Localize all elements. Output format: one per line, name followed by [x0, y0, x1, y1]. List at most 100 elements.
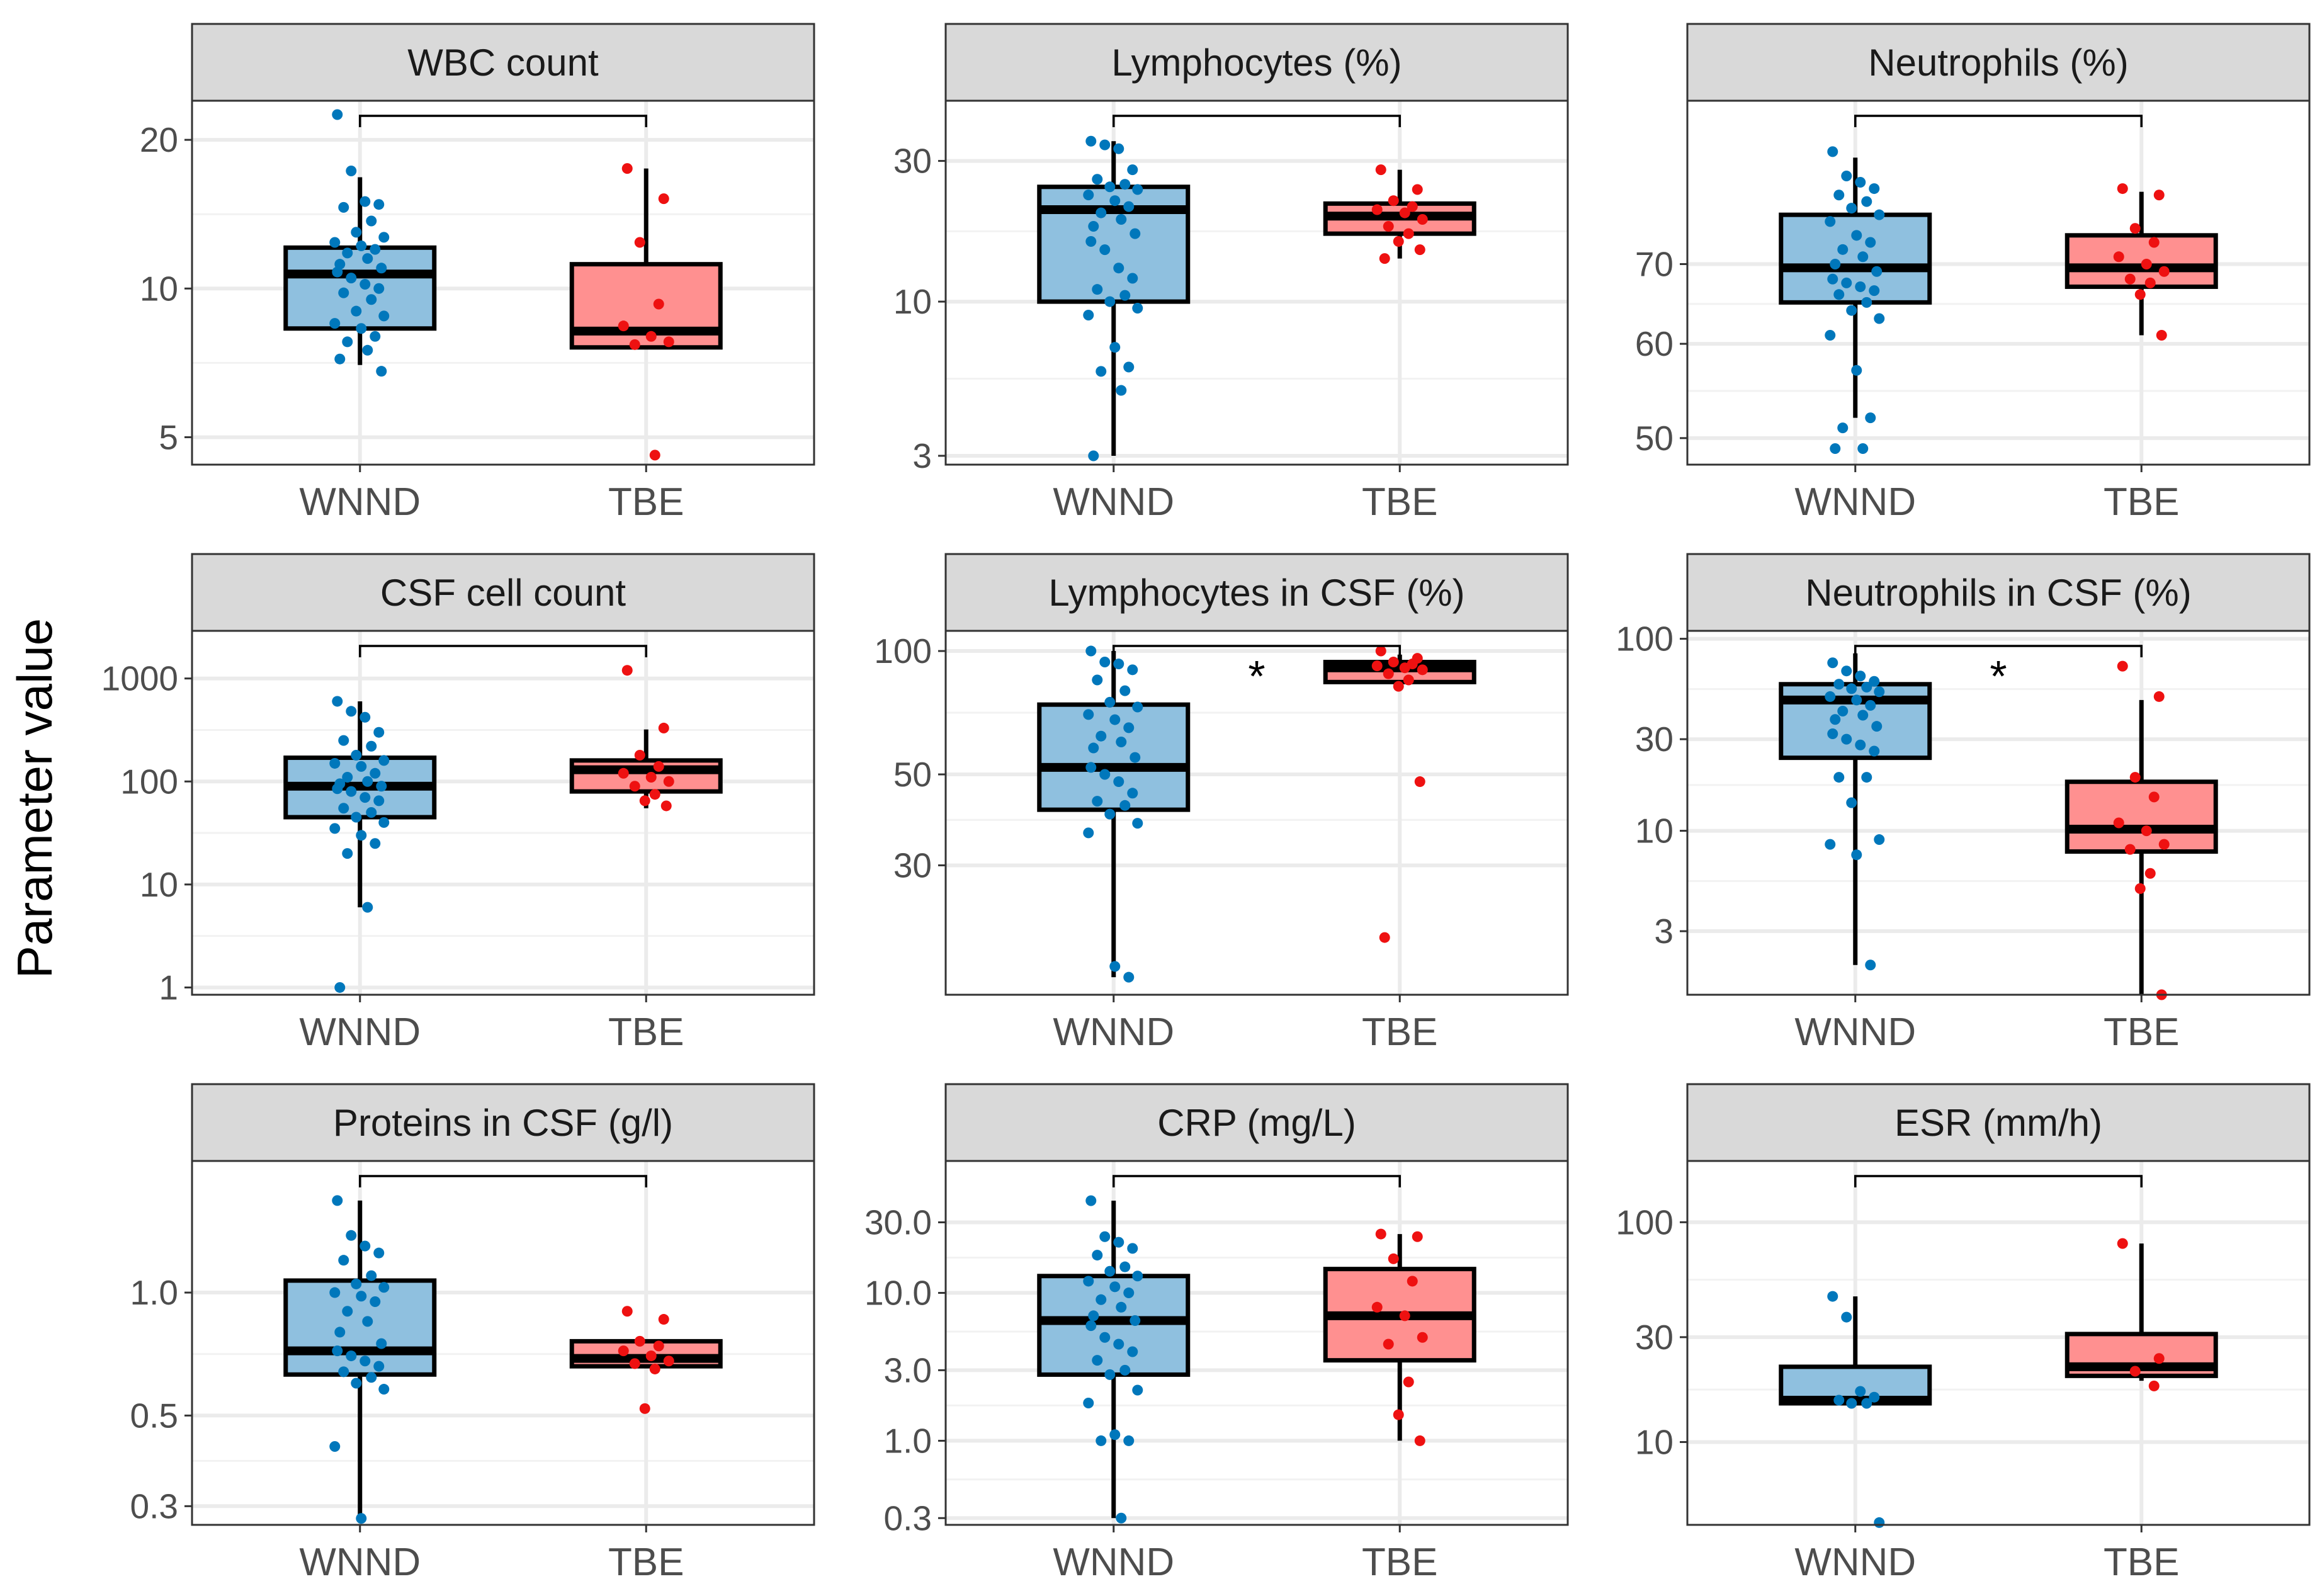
data-point [332, 1345, 343, 1357]
data-point [658, 193, 669, 205]
data-point [1851, 365, 1862, 376]
facet-strip [1686, 553, 2311, 632]
data-point [1116, 736, 1127, 747]
data-point [2144, 277, 2156, 288]
data-point [378, 232, 390, 243]
panel-border [191, 99, 815, 466]
data-point [378, 1282, 390, 1293]
facet-panel: CRP (mg/L) 0.3 1.0 3.0 10.0 30.0 WNND TBE [864, 1083, 1569, 1584]
y-tick-label: 0.3 [884, 1498, 932, 1537]
data-point [1123, 201, 1135, 212]
data-point [1099, 1332, 1111, 1343]
data-point [1841, 665, 1852, 677]
comparison-bracket [1854, 645, 2143, 657]
data-point [362, 902, 373, 913]
facet-panels: WBC count 5 10 20 WNND TBE Lymphocytes (%) 3 10 3… [101, 23, 2311, 1584]
data-point [351, 305, 362, 317]
data-point [1123, 722, 1135, 733]
data-point [332, 783, 343, 795]
data-point [1127, 664, 1138, 676]
facet-panel: Lymphocytes (%) 3 10 30 WNND TBE [893, 23, 1569, 524]
y-tick-label: 50 [1635, 419, 1674, 458]
x-category-label: TBE [608, 480, 684, 524]
data-point [1846, 305, 1857, 316]
data-point [1841, 171, 1852, 182]
y-tick-label: 70 [1635, 244, 1674, 283]
facet-panel: ESR (mm/h) 10 30 100 WNND TBE [1616, 1083, 2311, 1584]
data-point [1092, 284, 1103, 295]
data-point [1861, 297, 1872, 308]
data-point [329, 1441, 341, 1452]
data-point [1874, 686, 1885, 698]
facet-strip [191, 1083, 815, 1162]
data-point [1109, 961, 1121, 972]
y-tick-label: 30 [1635, 720, 1674, 759]
data-point [1865, 237, 1876, 248]
data-point [332, 266, 343, 278]
data-point [378, 755, 390, 766]
data-point [1104, 1369, 1116, 1380]
data-point [1088, 742, 1099, 754]
data-point [1109, 1281, 1121, 1293]
y-tick-label: 30 [893, 846, 932, 885]
data-point [1861, 1398, 1872, 1409]
data-point [1083, 1397, 1094, 1408]
data-point [1857, 710, 1869, 721]
data-point [1393, 681, 1404, 692]
data-point [362, 1316, 373, 1327]
data-point [376, 1338, 387, 1349]
data-point [1393, 235, 1404, 247]
data-point [1841, 733, 1852, 745]
data-point [1846, 1398, 1857, 1409]
x-category-label: TBE [608, 1010, 684, 1054]
data-point [1403, 228, 1414, 239]
data-point [1096, 1294, 1107, 1305]
data-point [376, 781, 387, 792]
data-point [338, 1366, 349, 1378]
data-point [356, 1513, 367, 1524]
facet-panel: Lymphocytes in CSF (%) 30 50 100 WNND TBE * [874, 553, 1569, 1054]
data-point [373, 199, 385, 210]
data-point [653, 1340, 664, 1352]
x-category-label: TBE [2104, 1010, 2180, 1054]
data-point [1113, 263, 1124, 274]
data-point [1825, 839, 1836, 850]
data-point [1871, 721, 1883, 732]
facet-strip [944, 553, 1569, 632]
data-point [1412, 184, 1423, 195]
data-point [1096, 1435, 1107, 1446]
x-category-label: WNND [299, 1541, 421, 1584]
data-point [1841, 1311, 1852, 1323]
y-tick-label: 100 [1616, 620, 1674, 659]
data-point [1383, 221, 1394, 232]
data-point [332, 1195, 343, 1206]
data-point [658, 722, 669, 733]
data-point [663, 1355, 674, 1367]
data-point [1127, 1243, 1138, 1254]
data-point [1827, 657, 1838, 669]
data-point [618, 320, 629, 332]
data-point [356, 830, 367, 841]
data-point [351, 227, 362, 238]
data-point [1088, 221, 1099, 232]
data-point [1837, 706, 1849, 717]
y-tick-label: 3 [912, 436, 932, 475]
data-point [663, 776, 674, 787]
data-point [1085, 1320, 1097, 1332]
x-category-label: TBE [2104, 1541, 2180, 1584]
data-point [342, 1306, 353, 1317]
x-category-label: WNND [299, 480, 421, 524]
facet-title: Neutrophils in CSF (%) [1805, 572, 2192, 614]
data-point [334, 982, 346, 993]
facet-title: Proteins in CSF (g/l) [333, 1102, 673, 1144]
data-point [1119, 1364, 1131, 1376]
data-point [1414, 1435, 1425, 1446]
data-point [370, 331, 381, 342]
data-point [360, 792, 371, 803]
data-point [329, 757, 341, 769]
data-point [1092, 1250, 1103, 1261]
y-tick-label: 100 [874, 631, 932, 671]
data-point [1083, 309, 1094, 320]
data-point [373, 795, 385, 806]
data-point [1837, 244, 1849, 255]
